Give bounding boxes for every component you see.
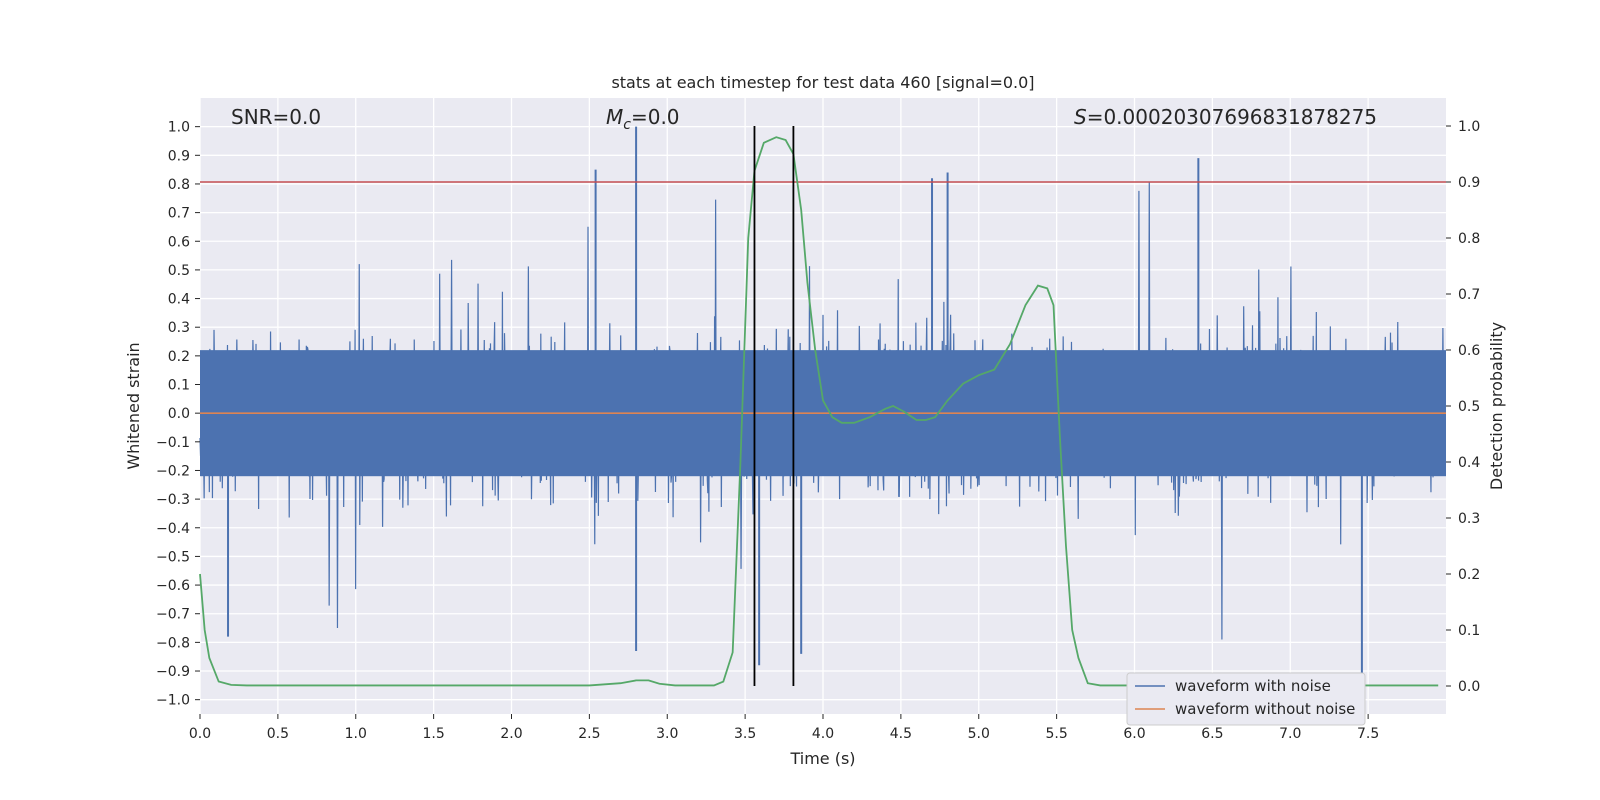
overlays xyxy=(199,126,1446,687)
y-tick-label: −0.3 xyxy=(156,492,190,508)
x-axis-ticks: 0.0 0.5 1.0 1.5 2.0 2.5 3.0 3.5 4.0 4.5 5.0 5.5 6.0 6… xyxy=(189,714,1379,742)
y-tick-label: −0.4 xyxy=(156,521,190,537)
x-tick-label: 4.0 xyxy=(812,726,834,742)
chirp-mass-annotation: Mc=0.0 xyxy=(606,105,680,133)
legend-label-clean: waveform without noise xyxy=(1175,700,1355,718)
y-axis-label: Whitened strain xyxy=(124,342,143,469)
x-tick-label: 5.5 xyxy=(1045,726,1067,742)
y-tick-label: 0.4 xyxy=(168,292,190,308)
y-tick-label: 0.9 xyxy=(168,148,190,164)
s-symbol: S xyxy=(1074,105,1087,129)
legend-box xyxy=(1126,672,1366,726)
mc-value: =0.0 xyxy=(631,105,680,129)
legend-label-noise: waveform with noise xyxy=(1175,677,1331,695)
y-tick-label: 0.0 xyxy=(168,406,190,422)
y-tick-label: 0.3 xyxy=(168,320,190,336)
y-tick-label: 0.7 xyxy=(168,206,190,222)
x-tick-label: 1.5 xyxy=(422,726,444,742)
y-right-tick-label: 0.6 xyxy=(1458,343,1480,359)
snr-annotation: SNR=0.0 xyxy=(231,105,321,129)
y-right-tick-label: 1.0 xyxy=(1458,119,1480,135)
y-right-tick-label: 0.4 xyxy=(1458,455,1480,471)
y-right-tick-label: 0.2 xyxy=(1458,567,1480,583)
y-tick-label: 0.1 xyxy=(168,378,190,394)
y-tick-label: −0.5 xyxy=(156,549,190,565)
x-tick-label: 5.0 xyxy=(968,726,990,742)
x-tick-label: 6.5 xyxy=(1201,726,1223,742)
x-tick-label: 2.0 xyxy=(500,726,522,742)
y-tick-label: 1.0 xyxy=(168,120,190,136)
mc-subscript: c xyxy=(623,117,631,133)
x-tick-label: 6.0 xyxy=(1123,726,1145,742)
y-tick-label: 0.5 xyxy=(168,263,190,279)
x-axis-label: Time (s) xyxy=(789,749,855,768)
x-tick-label: 7.5 xyxy=(1357,726,1379,742)
x-tick-label: 3.0 xyxy=(656,726,678,742)
y-tick-label: −0.7 xyxy=(156,607,190,623)
y-tick-label: −0.9 xyxy=(156,664,190,680)
y-right-tick-label: 0.8 xyxy=(1458,231,1480,247)
y-right-axis-ticks: 1.0 0.9 0.8 0.7 0.6 0.5 0.4 0.3 0.2 0.1 0.0 xyxy=(1446,119,1480,695)
y-tick-label: 0.8 xyxy=(168,177,190,193)
y-tick-label: −0.1 xyxy=(156,435,190,451)
y-right-tick-label: 0.0 xyxy=(1458,679,1480,695)
chart-title: stats at each timestep for test data 460… xyxy=(611,73,1034,92)
x-tick-label: 0.0 xyxy=(189,726,211,742)
legend: waveform with noise waveform without noi… xyxy=(1126,672,1366,726)
y-axis-ticks: 1.0 0.9 0.8 0.7 0.6 0.5 0.4 0.3 0.2 0.1 0.0 −0.1 −0.… xyxy=(156,120,200,709)
y-right-tick-label: 0.5 xyxy=(1458,399,1480,415)
x-tick-label: 4.5 xyxy=(890,726,912,742)
x-tick-label: 7.0 xyxy=(1279,726,1301,742)
s-value: =0.00020307696831878275 xyxy=(1087,105,1377,129)
x-tick-label: 0.5 xyxy=(267,726,289,742)
y-right-tick-label: 0.3 xyxy=(1458,511,1480,527)
mc-symbol: M xyxy=(606,105,623,129)
s-annotation: S=0.00020307696831878275 xyxy=(1074,105,1377,129)
y-right-tick-label: 0.9 xyxy=(1458,175,1480,191)
y-right-tick-label: 0.7 xyxy=(1458,287,1480,303)
y-tick-label: 0.6 xyxy=(168,234,190,250)
detection-probability-line xyxy=(199,136,1439,687)
x-tick-label: 1.0 xyxy=(345,726,367,742)
y-tick-label: −0.8 xyxy=(156,635,190,651)
y-tick-label: −0.6 xyxy=(156,578,190,594)
y-tick-label: −0.2 xyxy=(156,463,190,479)
y-right-axis-label: Detection probability xyxy=(1487,322,1506,490)
y-tick-label: −1.0 xyxy=(156,693,190,709)
x-tick-label: 3.5 xyxy=(734,726,756,742)
y-tick-label: 0.2 xyxy=(168,349,190,365)
y-right-tick-label: 0.1 xyxy=(1458,623,1480,639)
x-tick-label: 2.5 xyxy=(578,726,600,742)
